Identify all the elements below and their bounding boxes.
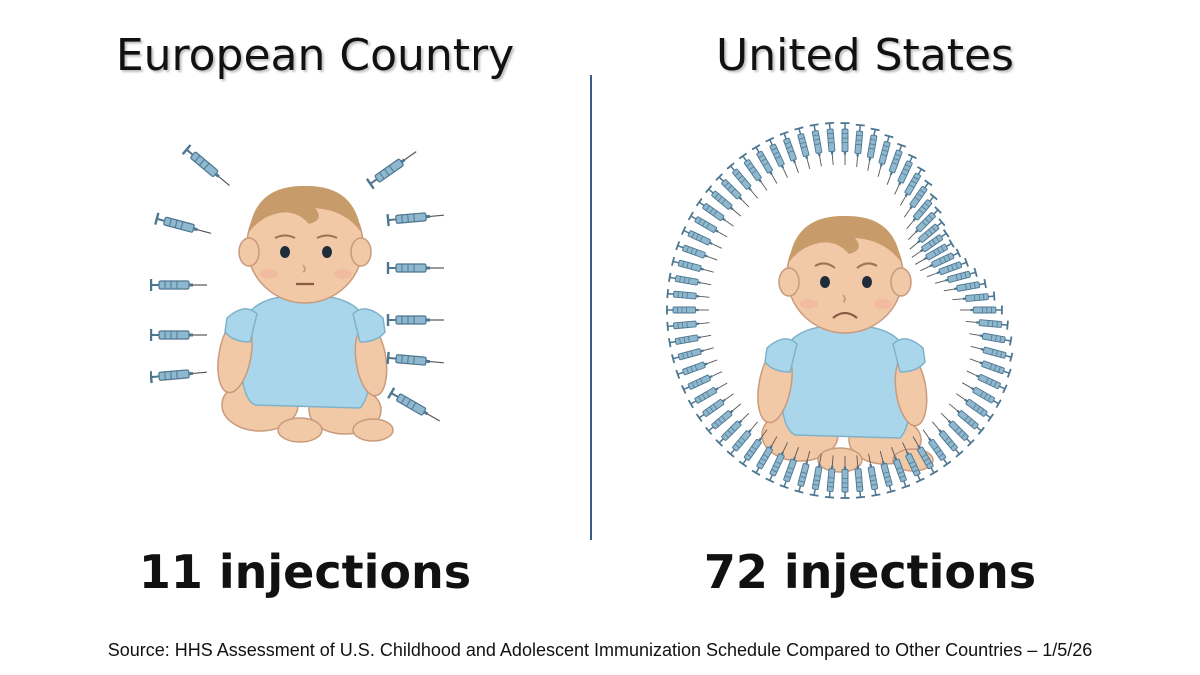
syringe-icon [668, 334, 712, 348]
syringe-icon [386, 262, 444, 274]
injection-count-us: 72 injections [703, 545, 1037, 599]
syringe-icon [903, 179, 933, 218]
syringe-icon [765, 442, 788, 484]
syringe-icon [966, 370, 1008, 394]
syringe-icon [907, 206, 942, 240]
syringe-icon [952, 291, 996, 302]
syringe-icon [779, 130, 799, 173]
syringe-icon [809, 453, 823, 497]
syringe-icon [955, 393, 994, 422]
syringe-icon [961, 382, 1002, 409]
syringe-icon [738, 429, 768, 468]
syringe-icon [922, 429, 952, 468]
syringe-icon [680, 371, 722, 394]
syringe-icon [809, 123, 823, 167]
syringe-icon [150, 369, 207, 384]
syringe-icon [751, 436, 778, 476]
syringe-icon [894, 153, 917, 195]
syringe-icon [824, 455, 836, 499]
syringe-icon [765, 136, 788, 178]
syringe-icon [715, 412, 750, 447]
baby-figure [217, 185, 394, 443]
syringe-icon [840, 122, 850, 166]
syringe-icon [794, 450, 811, 494]
syringe-icon [970, 345, 1014, 362]
syringe-icon [726, 421, 758, 458]
syringe-icon [902, 442, 925, 484]
syringe-icon [687, 382, 728, 409]
syringe-icon [906, 193, 938, 230]
injection-count-europe: 11 injections [138, 545, 472, 599]
syringe-icon [948, 403, 985, 435]
european-country-panel: European Country 11 injections [0, 0, 590, 610]
syringe-icon [386, 314, 444, 326]
syringe-icon [154, 212, 212, 234]
united-states-panel: United States 72 injections [590, 0, 1200, 610]
syringe-icon [824, 121, 836, 166]
syringe-icon [854, 455, 866, 499]
syringe-icon [965, 319, 1009, 330]
syringe-icon [877, 134, 894, 177]
syringe-icon [181, 144, 230, 187]
syringe-icon [891, 447, 911, 490]
syringe-icon [705, 185, 742, 217]
syringe-icon [840, 456, 850, 499]
syringe-icon [912, 436, 939, 476]
syringe-icon [675, 359, 718, 379]
syringe-icon [695, 197, 734, 227]
syringe-icon [365, 151, 417, 190]
syringe-icon [934, 267, 978, 284]
baby-figure [757, 215, 934, 473]
syringe-icon [687, 211, 728, 238]
syringe-icon [794, 126, 811, 170]
syringe-icon [386, 351, 444, 366]
syringe-icon [695, 393, 734, 423]
syringe-icon [671, 256, 714, 273]
syringe-icon [668, 272, 712, 286]
syringe-icon [779, 447, 799, 490]
syringe-icon [738, 152, 768, 191]
syringe-icon [867, 453, 881, 497]
syringe-icon [969, 358, 1012, 378]
panel-title-united-states: United States [716, 30, 1014, 81]
syringe-icon [705, 403, 742, 435]
syringe-icon [940, 412, 975, 447]
panel-title-european-country: European Country [115, 30, 515, 81]
syringe-icon [671, 347, 714, 364]
syringe-icon [387, 387, 441, 422]
syringe-icon [666, 289, 710, 300]
baby-illustration-right [666, 121, 1014, 499]
syringe-icon [866, 127, 880, 171]
syringe-icon [150, 279, 207, 291]
syringe-icon [915, 239, 955, 265]
syringe-icon [675, 241, 718, 261]
syringe-icon [386, 212, 444, 227]
source-citation: Source: HHS Assessment of U.S. Childhood… [107, 640, 1093, 660]
syringe-icon [751, 144, 778, 184]
syringe-icon [969, 332, 1013, 346]
syringe-icon [886, 142, 907, 185]
syringe-icon [726, 162, 758, 199]
syringe-icon [911, 229, 950, 258]
syringe-icon [959, 305, 1003, 315]
syringe-icon [680, 226, 722, 249]
syringe-icon [150, 329, 207, 341]
syringe-icon [666, 320, 710, 331]
syringe-icon [899, 166, 926, 206]
syringe-icon [666, 305, 709, 315]
syringe-icon [932, 421, 964, 458]
baby-illustration-left [150, 144, 444, 443]
syringe-icon [854, 123, 865, 168]
baby-surrounded-by-syringes-illustration [645, 110, 1045, 500]
syringe-icon [909, 218, 946, 250]
syringe-icon [920, 248, 962, 272]
syringe-icon [943, 278, 987, 292]
syringe-icon [926, 257, 969, 278]
panel-divider [590, 75, 592, 540]
baby-with-few-syringes-illustration [150, 110, 480, 500]
syringe-icon [715, 173, 750, 208]
syringe-icon [879, 450, 896, 494]
